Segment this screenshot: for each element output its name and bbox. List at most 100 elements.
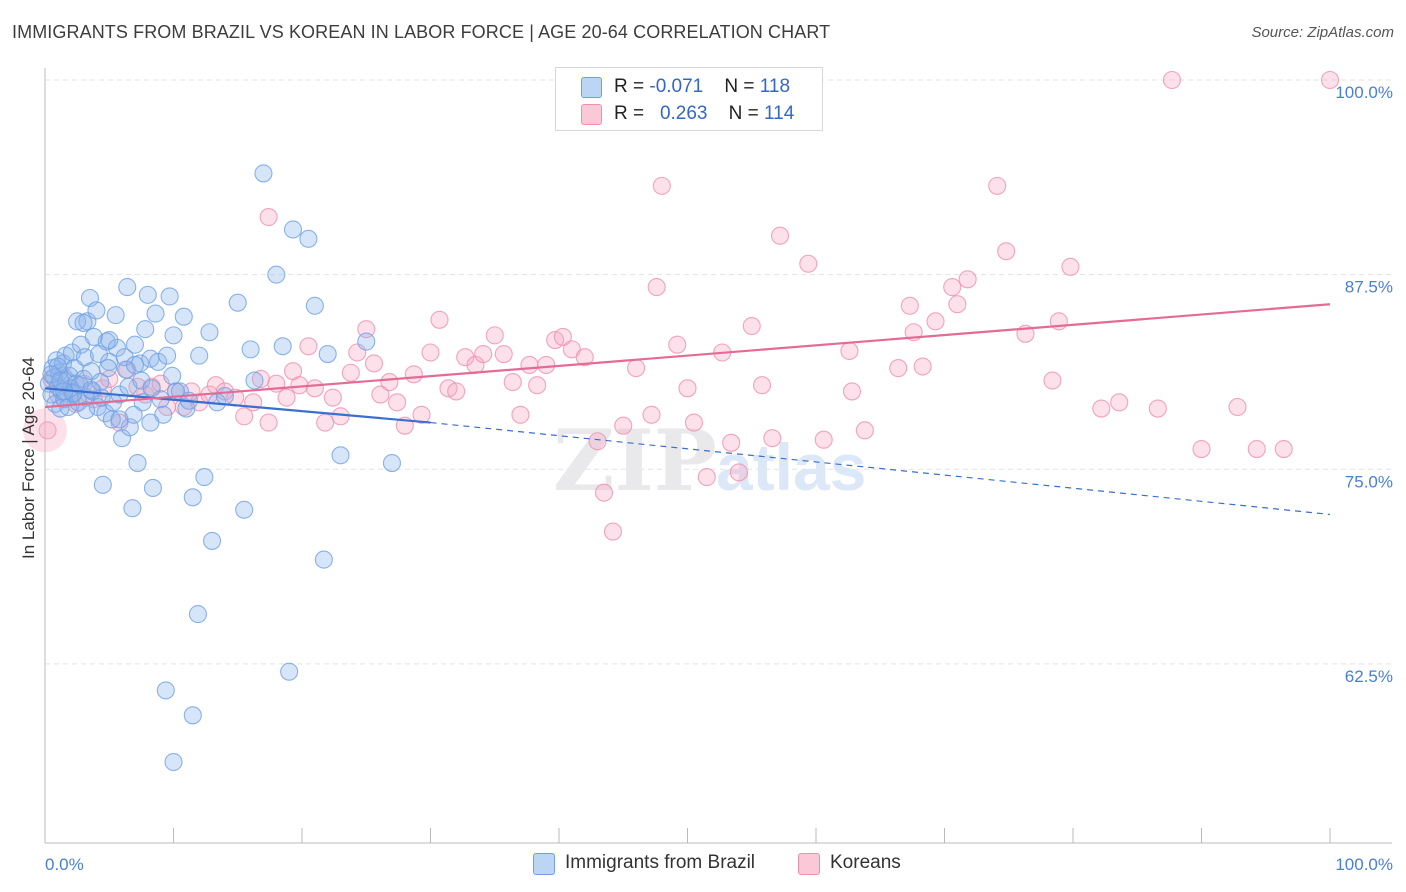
point-brazil — [149, 352, 168, 371]
point-brazil — [74, 313, 93, 332]
point-brazil — [93, 475, 112, 494]
y-tick-label: 75.0% — [1345, 472, 1393, 491]
point-korean — [421, 343, 440, 362]
point-korean — [371, 385, 390, 404]
point-korean — [697, 468, 716, 487]
point-korean — [997, 242, 1016, 261]
point-korean — [364, 354, 384, 373]
point-korean — [855, 421, 874, 440]
point-korean — [323, 388, 342, 407]
point-korean — [259, 413, 278, 432]
point-brazil — [143, 478, 162, 498]
legend-swatch-brazil — [581, 77, 602, 98]
watermark-zip: ZIP — [553, 411, 717, 510]
point-korean — [430, 310, 449, 329]
point-brazil — [200, 323, 219, 342]
point-korean — [588, 432, 607, 451]
point-korean-cluster — [23, 408, 67, 453]
point-brazil — [100, 330, 119, 350]
point-korean — [1148, 399, 1167, 418]
point-brazil — [42, 365, 61, 384]
point-korean — [752, 376, 772, 395]
point-korean — [299, 337, 318, 356]
x-tick-label: 100.0% — [1335, 855, 1393, 874]
point-korean — [1192, 439, 1211, 459]
point-korean — [627, 359, 646, 378]
point-korean — [1110, 393, 1129, 412]
point-korean — [1043, 371, 1062, 390]
point-brazil — [124, 405, 143, 424]
point-brazil — [136, 320, 155, 339]
point-korean — [494, 345, 513, 364]
tick-labels: 62.5% 75.0% 87.5% 100.0% 0.0% 100.0% — [45, 83, 1393, 874]
point-korean — [678, 379, 697, 398]
point-brazil — [283, 220, 303, 239]
point-korean — [742, 316, 761, 336]
point-korean — [553, 327, 572, 346]
point-brazil — [228, 293, 247, 312]
point-brazil — [299, 229, 318, 248]
point-korean — [305, 379, 324, 398]
point-korean — [38, 421, 57, 440]
point-brazil — [203, 531, 222, 550]
point-brazil — [241, 340, 260, 359]
point-brazil — [195, 468, 214, 487]
point-brazil — [174, 307, 193, 326]
point-brazil — [382, 454, 402, 473]
point-brazil — [106, 306, 125, 325]
trend-lines — [44, 303, 1331, 516]
point-korean — [511, 405, 530, 424]
point-brazil — [163, 366, 182, 385]
point-brazil — [87, 301, 106, 320]
point-korean — [235, 407, 254, 426]
point-brazil — [164, 326, 183, 345]
legend-text-korean: R = 0.263 N = 114 — [614, 103, 795, 124]
point-brazil — [183, 706, 202, 725]
y-tick-label: 62.5% — [1345, 667, 1393, 686]
chart-title: IMMIGRANTS FROM BRAZIL VS KOREAN IN LABO… — [12, 22, 831, 42]
y-tick-label: 87.5% — [1345, 278, 1393, 297]
x-tick-label: 0.0% — [45, 855, 84, 874]
point-brazil — [280, 662, 299, 681]
point-brazil — [128, 454, 147, 473]
point-brazil — [156, 681, 175, 700]
legend-row-brazil: R = -0.071 N = 118 — [556, 74, 822, 100]
korean-points — [23, 70, 1340, 541]
point-brazil — [254, 164, 273, 183]
point-brazil — [138, 285, 157, 304]
grid — [45, 79, 1392, 665]
watermark: ZIP atlas — [553, 411, 866, 510]
point-brazil — [273, 337, 292, 356]
point-brazil — [82, 380, 101, 399]
point-korean — [988, 176, 1007, 195]
point-brazil — [190, 346, 209, 365]
point-korean — [958, 270, 977, 289]
point-brazil — [77, 401, 96, 420]
point-brazil — [98, 359, 118, 378]
point-brazil — [141, 413, 160, 432]
point-korean — [1092, 399, 1111, 418]
axes — [44, 68, 1392, 844]
point-korean — [537, 355, 556, 375]
y-tick-label: 100.0% — [1335, 83, 1393, 102]
point-korean — [799, 254, 818, 273]
point-brazil — [331, 446, 350, 465]
bottom-legend-label-brazil: Immigrants from Brazil — [565, 852, 756, 873]
point-korean — [447, 382, 466, 401]
point-korean — [1228, 397, 1247, 417]
point-brazil — [267, 265, 286, 284]
point-brazil — [188, 605, 207, 624]
trend-korean — [44, 303, 1331, 409]
point-korean — [331, 407, 350, 426]
point-korean — [388, 393, 407, 412]
point-korean — [341, 363, 360, 382]
point-korean — [316, 413, 335, 432]
point-brazil — [142, 379, 161, 398]
point-korean — [277, 388, 296, 407]
point-korean — [642, 405, 661, 424]
point-brazil — [125, 335, 144, 354]
point-brazil — [118, 278, 137, 297]
point-brazil — [160, 287, 179, 306]
point-korean — [948, 295, 967, 314]
